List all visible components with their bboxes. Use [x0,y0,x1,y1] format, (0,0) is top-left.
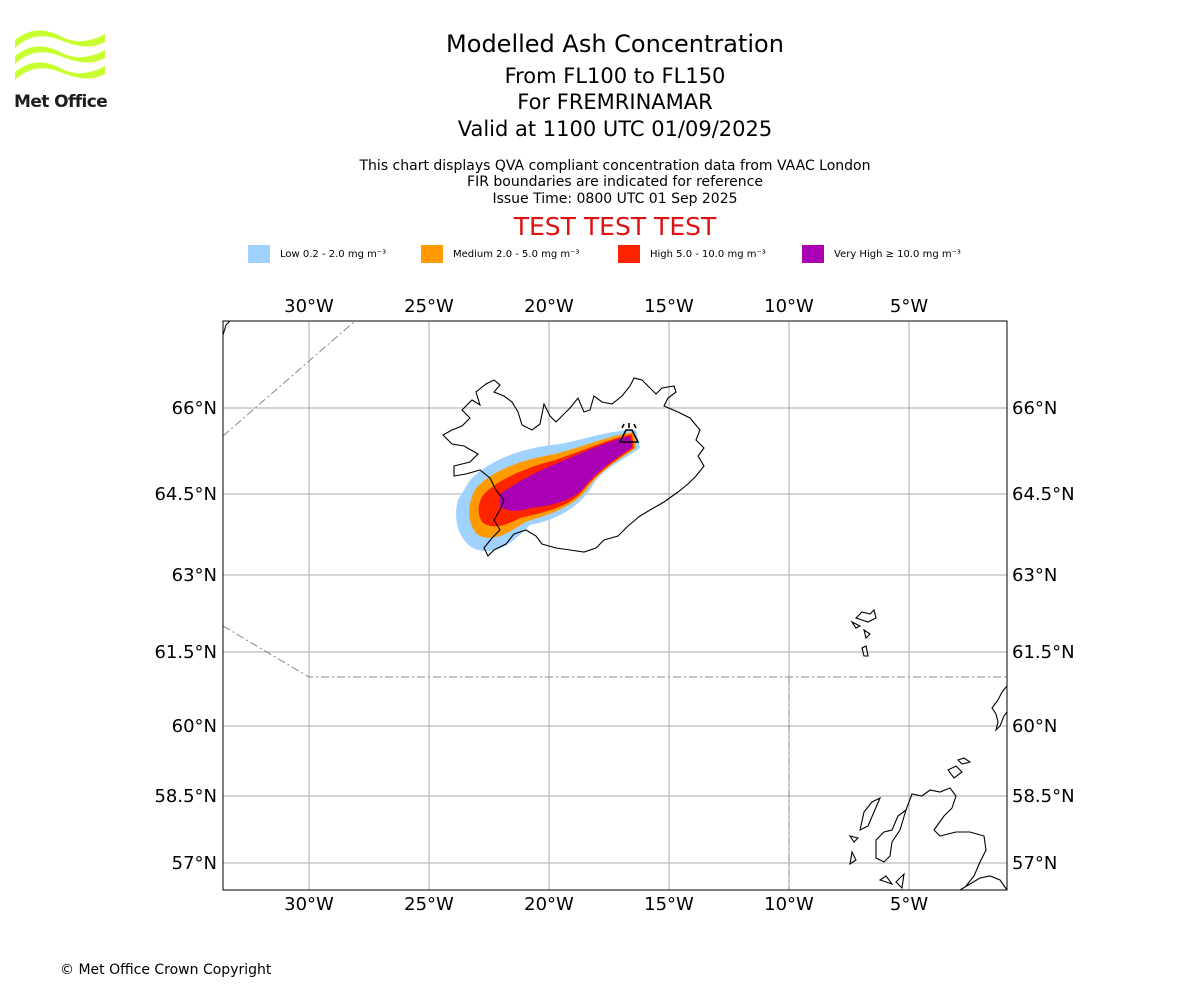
ash-very-high [500,436,632,511]
lat-label-left: 63°N [172,565,217,586]
lat-label-right: 57°N [1012,853,1057,874]
lat-label-right: 63°N [1012,565,1057,586]
map-frame [222,320,1008,891]
legend-swatch-very-high [802,245,824,263]
coastlines [223,321,1007,890]
lat-label-right: 60°N [1012,716,1057,737]
lon-label-bottom: 30°W [284,894,334,915]
legend-item-very-high: Very High ≥ 10.0 mg m⁻³ [802,244,961,264]
lat-label-right: 61.5°N [1012,642,1075,663]
orkney [947,757,972,779]
lat-label-right: 66°N [1012,398,1057,419]
legend-item-high: High 5.0 - 10.0 mg m⁻³ [618,244,766,264]
legend-label-high: High 5.0 - 10.0 mg m⁻³ [650,248,766,260]
faroe-islands [850,608,877,657]
lon-label-bottom: 20°W [524,894,574,915]
valid-time: Valid at 1100 UTC 01/09/2025 [457,117,773,141]
legend-label-medium: Medium 2.0 - 5.0 mg m⁻³ [453,248,580,260]
lat-label-left: 58.5°N [154,786,217,807]
lon-label-top: 30°W [284,296,334,317]
chart-title: Modelled Ash Concentration [446,30,784,58]
volcano-icon [618,423,640,443]
ash-plume [456,430,640,551]
lon-label-bottom: 25°W [404,894,454,915]
greenland-corner [223,321,231,336]
lat-label-left: 57°N [172,853,217,874]
legend-swatch-low [248,245,270,263]
fir-note: FIR boundaries are indicated for referen… [467,174,763,190]
lat-label-left: 66°N [172,398,217,419]
qva-note: This chart displays QVA compliant concen… [359,158,871,174]
copyright-notice: © Met Office Crown Copyright [60,962,272,978]
lon-label-top: 25°W [404,296,454,317]
issue-time: Issue Time: 0800 UTC 01 Sep 2025 [492,191,738,207]
met-office-logo-text: Met Office [14,92,108,112]
test-banner: TEST TEST TEST [513,212,717,241]
lat-label-right: 58.5°N [1012,786,1075,807]
lon-label-top: 5°W [890,296,928,317]
met-office-logo-waves-icon [15,30,105,80]
lat-label-left: 60°N [172,716,217,737]
legend-label-low: Low 0.2 - 2.0 mg m⁻³ [280,248,387,260]
lat-label-left: 61.5°N [154,642,217,663]
volcano-name: For FREMRINAMAR [517,90,713,114]
lat-label-right: 64.5°N [1012,484,1075,505]
flight-level-range: From FL100 to FL150 [504,64,726,88]
graticule [223,321,1007,890]
legend-label-very-high: Very High ≥ 10.0 mg m⁻³ [834,248,961,260]
fir-boundaries [223,321,1007,890]
iceland-coastline [442,377,705,557]
lon-label-bottom: 10°W [764,894,814,915]
legend-item-medium: Medium 2.0 - 5.0 mg m⁻³ [421,244,579,264]
legend-item-low: Low 0.2 - 2.0 mg m⁻³ [248,244,386,264]
lon-label-top: 10°W [764,296,814,317]
legend-swatch-high [618,245,640,263]
shetland [991,685,1007,732]
lon-label-top: 15°W [644,296,694,317]
scotland-coastline [905,787,1007,890]
hebrides [848,796,908,890]
legend-swatch-medium [421,245,443,263]
lon-label-bottom: 5°W [890,894,928,915]
lon-label-top: 20°W [524,296,574,317]
lon-label-bottom: 15°W [644,894,694,915]
lat-label-left: 64.5°N [154,484,217,505]
